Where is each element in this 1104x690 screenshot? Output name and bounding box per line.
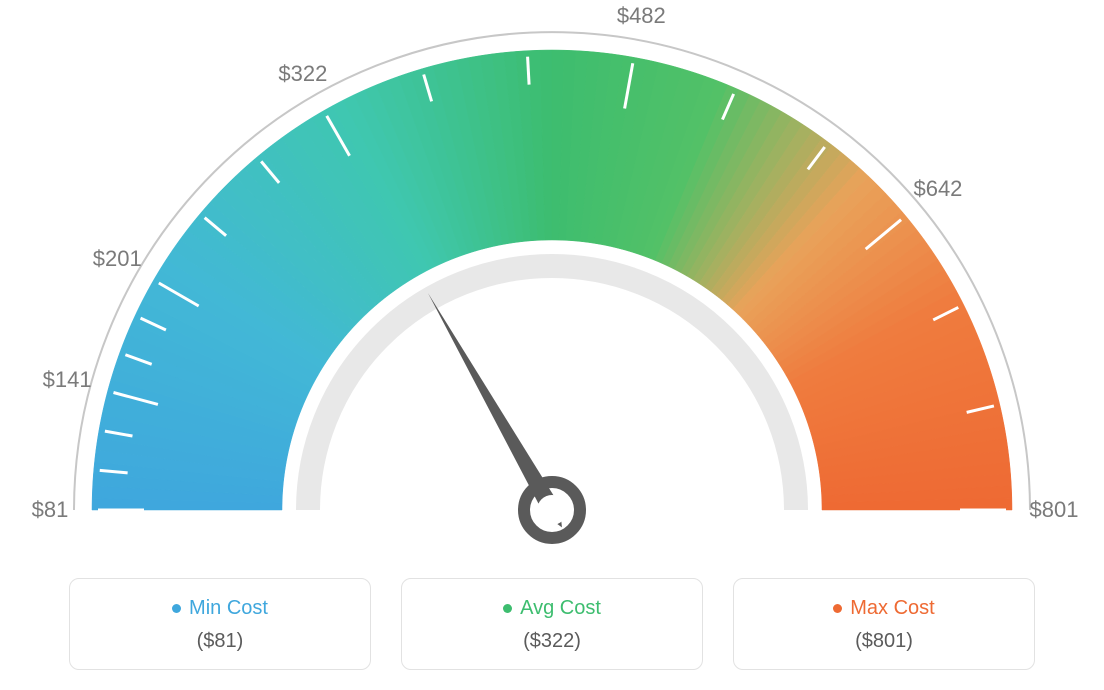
cost-gauge-chart: $81 $141 $201 $322 $482 $642 $801 Min Cost ($8… [0, 0, 1104, 690]
legend-min-label: Min Cost [189, 597, 268, 619]
legend-card-min: Min Cost ($81) [69, 578, 371, 670]
legend-card-avg: Avg Cost ($322) [401, 578, 703, 670]
legend-avg-dot [503, 604, 512, 613]
tick-label: $81 [32, 497, 69, 523]
legend-min-value: ($81) [70, 630, 370, 653]
legend-card-max: Max Cost ($801) [733, 578, 1035, 670]
legend-min-dot [172, 604, 181, 613]
gauge-hub-hole [537, 495, 567, 525]
legend-max-value: ($801) [734, 630, 1034, 653]
tick-label: $482 [617, 3, 666, 29]
tick-label: $201 [93, 246, 142, 272]
inner-arc [308, 266, 796, 510]
tick-label: $322 [278, 61, 327, 87]
gauge-needle [428, 293, 562, 527]
legend-avg-value: ($322) [402, 630, 702, 653]
legend-min-title: Min Cost [70, 597, 370, 620]
legend-avg-label: Avg Cost [520, 597, 601, 619]
tick-label: $642 [913, 176, 962, 202]
tick-label: $801 [1030, 497, 1079, 523]
gauge-band [92, 50, 1012, 510]
gauge-area: $81 $141 $201 $322 $482 $642 $801 [0, 0, 1104, 560]
legend-max-title: Max Cost [734, 597, 1034, 620]
gauge-svg [0, 0, 1104, 560]
tick-label: $141 [43, 367, 92, 393]
legend-avg-title: Avg Cost [402, 597, 702, 620]
legend-max-label: Max Cost [850, 597, 934, 619]
legend-row: Min Cost ($81) Avg Cost ($322) Max Cost … [0, 578, 1104, 670]
legend-max-dot [833, 604, 842, 613]
